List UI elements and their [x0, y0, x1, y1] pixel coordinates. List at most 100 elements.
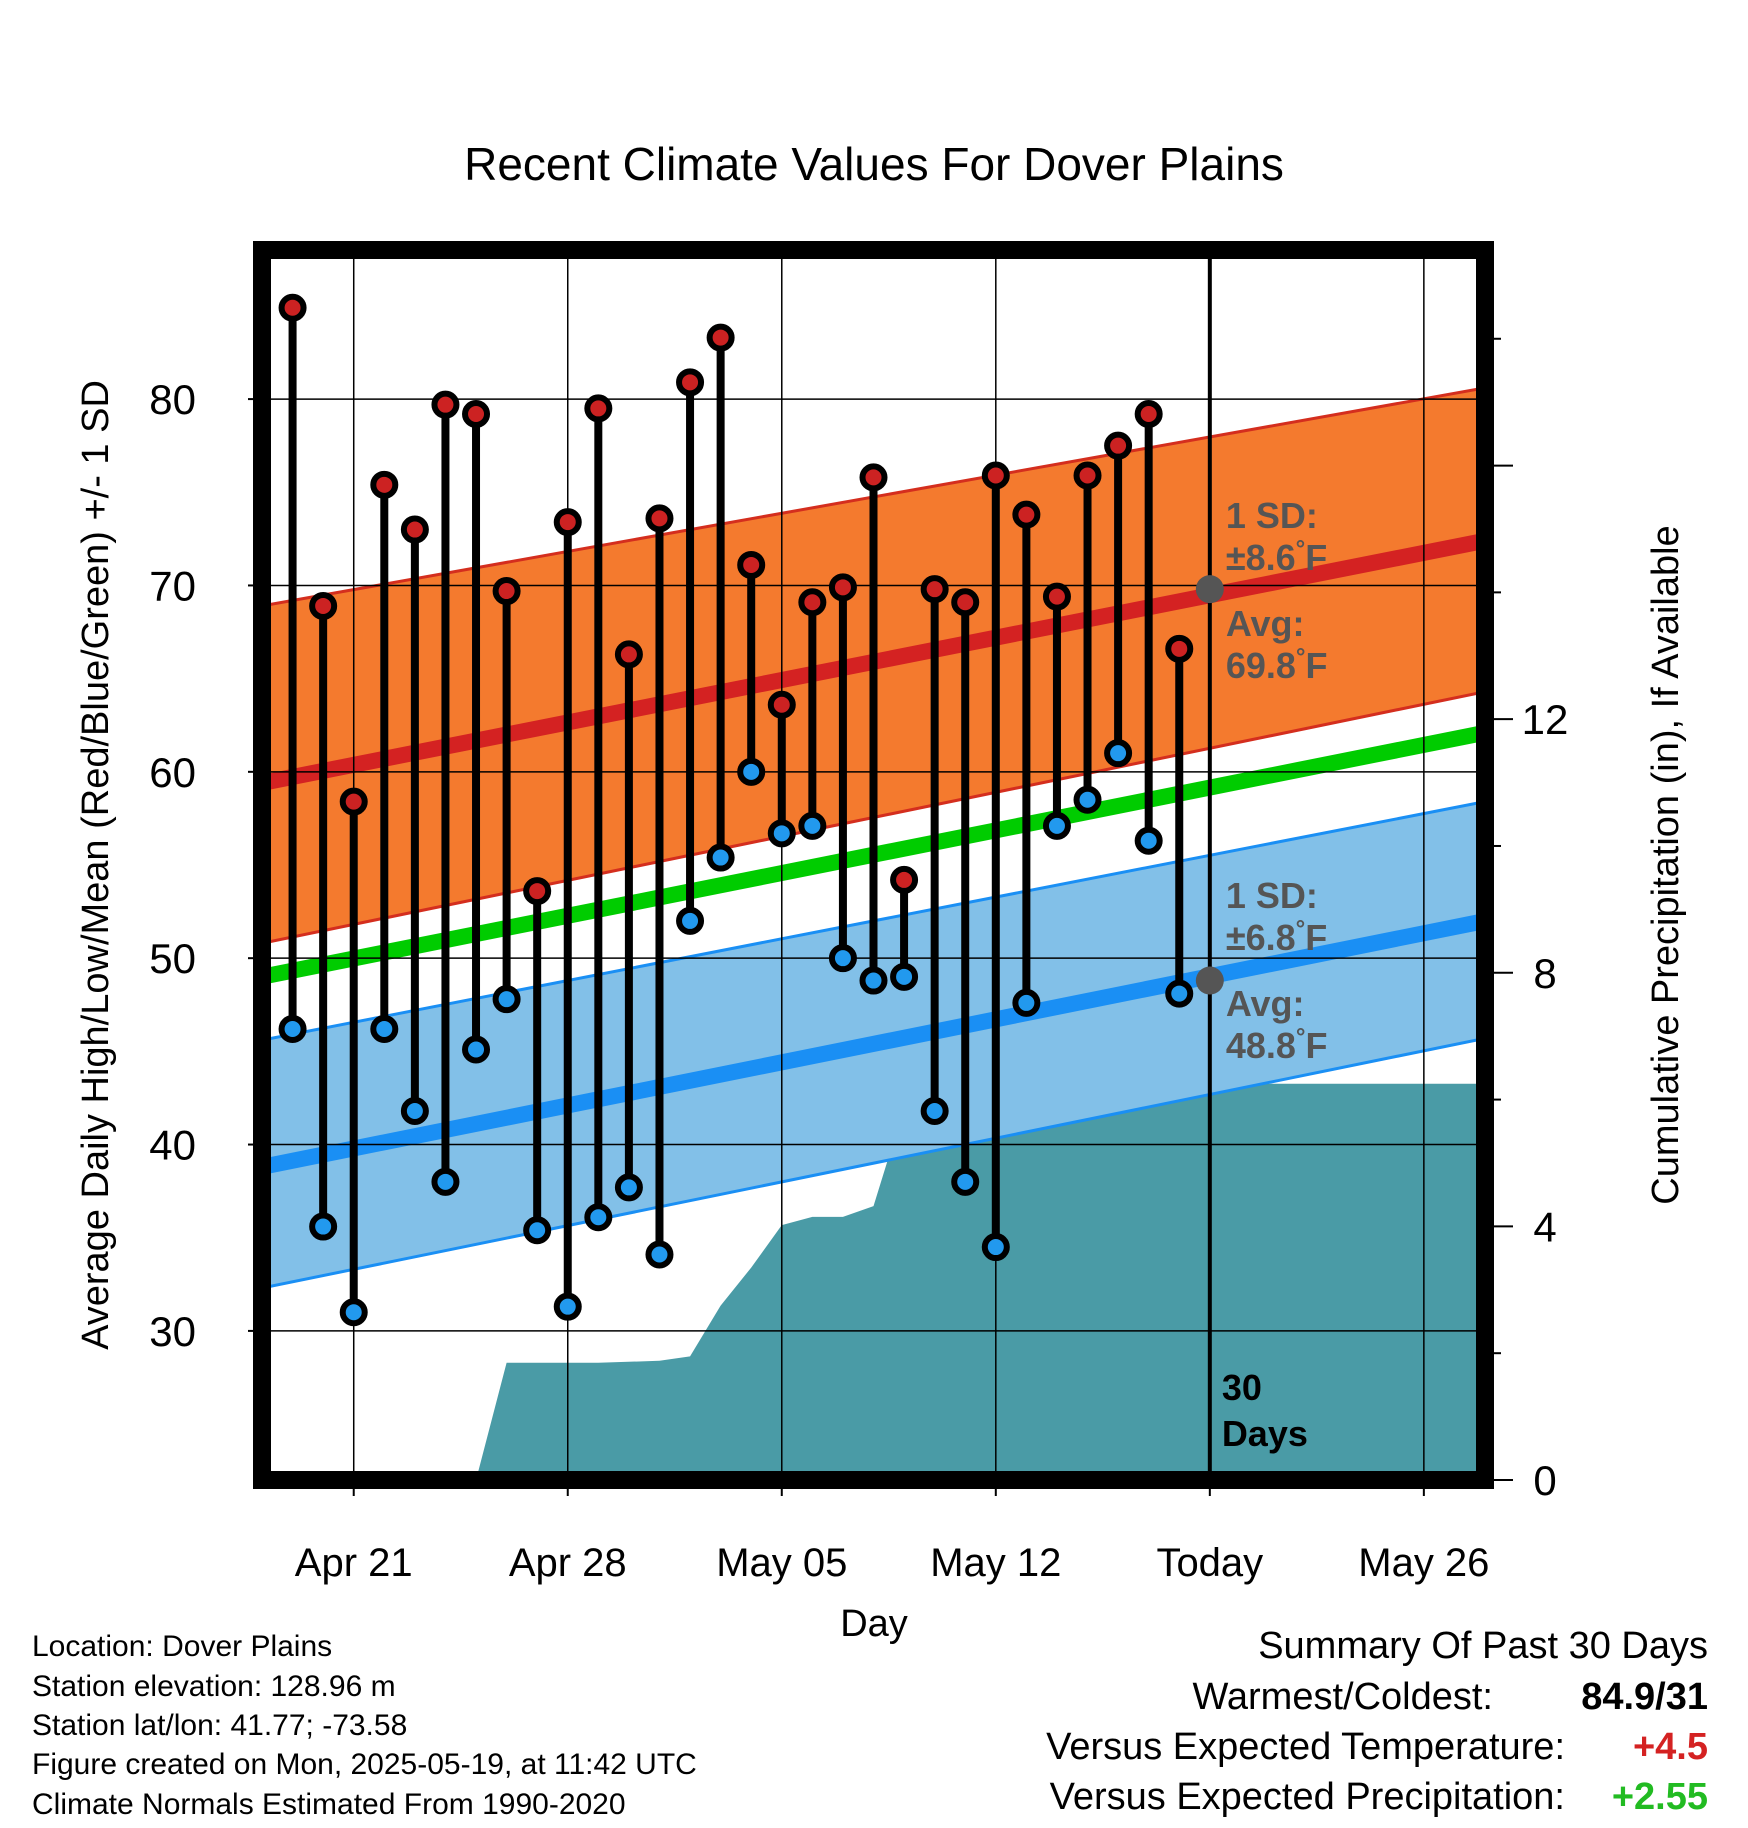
station-latlon: Station lat/lon: 41.77; -73.58 — [32, 1709, 408, 1742]
daily-low-point — [676, 906, 705, 935]
x-tick-label: May 12 — [930, 1541, 1061, 1585]
daily-high-point — [859, 463, 888, 492]
summary-row-precipitation: Versus Expected Precipitation: +2.55 — [0, 1776, 1748, 1822]
summary-row-extremes: Warmest/Coldest: 84.9/31 — [0, 1676, 1748, 1722]
daily-high-point — [1165, 634, 1194, 663]
daily-low-point — [370, 1015, 399, 1043]
daily-high-point — [798, 588, 827, 617]
daily-low-point — [1104, 739, 1133, 768]
daily-high-point — [890, 865, 919, 894]
daily-low-point — [798, 811, 827, 840]
y-tick-label: 60 — [149, 749, 196, 796]
daily-high-point — [400, 515, 429, 544]
daily-high-point — [920, 575, 949, 604]
precipitation-area — [476, 1083, 1485, 1480]
y2-tick-label: 0 — [1533, 1457, 1556, 1504]
climate-normals: Climate Normals Estimated From 1990-2020 — [32, 1788, 626, 1821]
daily-high-point — [1134, 400, 1163, 428]
daily-high-point — [951, 588, 980, 617]
daily-high-point — [1042, 582, 1071, 611]
x-tick-label: May 05 — [716, 1541, 847, 1585]
daily-high-point — [645, 504, 674, 533]
summary-row-temperature: Versus Expected Temperature: +4.5 — [0, 1726, 1748, 1772]
daily-low-point — [767, 819, 796, 848]
daily-low-point — [523, 1216, 552, 1245]
x-tick-label: Apr 21 — [295, 1541, 413, 1585]
x-axis-label: Day — [840, 1603, 908, 1645]
high-sd-value: ±8.6°F — [1226, 536, 1327, 578]
daily-low-point — [645, 1240, 674, 1269]
y-tick-label: 50 — [149, 935, 196, 982]
y-tick-label: 80 — [149, 376, 196, 423]
daily-low-point — [492, 985, 521, 1014]
daily-low-point — [1165, 979, 1194, 1008]
daily-low-point — [1134, 826, 1163, 855]
daily-high-point — [339, 787, 368, 816]
temp-vs-expected-value: +4.5 — [1632, 1726, 1708, 1768]
daily-high-point — [1073, 461, 1102, 490]
daily-high-point — [523, 877, 552, 906]
precip-vs-expected-value: +2.55 — [1611, 1776, 1708, 1818]
today-high-average-point — [1195, 575, 1224, 604]
daily-low-point — [828, 944, 857, 973]
station-elevation: Station elevation: 128.96 m — [32, 1670, 396, 1703]
daily-low-point — [584, 1203, 613, 1232]
x-tick-label: Today — [1156, 1541, 1263, 1585]
temp-vs-expected-label: Versus Expected Temperature: — [1046, 1726, 1565, 1768]
daily-high-point — [1104, 431, 1133, 460]
daily-high-point — [614, 640, 643, 669]
daily-low-point — [462, 1035, 491, 1064]
precip-vs-expected-label: Versus Expected Precipitation: — [1049, 1776, 1565, 1818]
low-sd-value: ±6.8°F — [1226, 916, 1327, 958]
today-low-average-point — [1195, 966, 1224, 995]
low-avg-value: 48.8°F — [1226, 1024, 1328, 1066]
low-sd-label: 1 SD: — [1226, 875, 1318, 916]
daily-low-point — [431, 1167, 460, 1196]
daily-high-point — [706, 323, 735, 352]
daily-low-point — [278, 1015, 307, 1043]
y2-axis-label: Cumulative Precipitation (in), If Availa… — [1645, 525, 1687, 1204]
daily-low-point — [1012, 988, 1041, 1017]
daily-low-point — [951, 1167, 980, 1196]
daily-low-point — [890, 962, 919, 991]
daily-low-point — [706, 843, 735, 872]
daily-low-point — [920, 1097, 949, 1125]
daily-high-point — [767, 690, 796, 719]
y-tick-label: 70 — [149, 562, 196, 609]
daily-high-point — [370, 470, 399, 499]
window-days-number: 30 — [1222, 1367, 1262, 1408]
summary-title: Summary Of Past 30 Days — [1258, 1625, 1708, 1667]
daily-low-point — [309, 1212, 338, 1241]
daily-high-point — [462, 400, 491, 428]
daily-high-point — [737, 550, 766, 579]
high-avg-label: Avg: — [1226, 603, 1305, 644]
y2-tick-label: 12 — [1522, 696, 1569, 743]
y-axis-label: Average Daily High/Low/Mean (Red/Blue/Gr… — [75, 380, 117, 1350]
low-avg-label: Avg: — [1226, 983, 1305, 1024]
y-tick-label: 40 — [149, 1122, 196, 1169]
daily-high-point — [553, 508, 582, 537]
figure-created: Figure created on Mon, 2025-05-19, at 11… — [32, 1748, 697, 1781]
daily-low-point — [339, 1298, 368, 1327]
daily-high-point — [828, 573, 857, 602]
y2-tick-label: 8 — [1533, 950, 1556, 997]
low-average-line — [262, 913, 1485, 1175]
x-tick-label: Apr 28 — [509, 1541, 627, 1585]
daily-low-point — [400, 1097, 429, 1125]
daily-high-point — [278, 293, 307, 322]
daily-low-point — [859, 966, 888, 995]
y2-tick-label: 4 — [1533, 1203, 1556, 1250]
daily-high-point — [492, 577, 521, 606]
y-tick-label: 30 — [149, 1308, 196, 1355]
warmest-coldest-label: Warmest/Coldest: — [1192, 1676, 1493, 1718]
daily-low-point — [553, 1292, 582, 1321]
station-location: Location: Dover Plains — [32, 1630, 333, 1663]
high-sd-label: 1 SD: — [1226, 495, 1318, 536]
daily-low-point — [981, 1233, 1010, 1262]
low-sd-band-lower-edge — [262, 1036, 1485, 1290]
high-avg-value: 69.8°F — [1226, 644, 1328, 686]
window-days-label: Days — [1222, 1413, 1308, 1454]
warmest-coldest-value: 84.9/31 — [1581, 1676, 1708, 1718]
daily-low-point — [1042, 811, 1071, 840]
